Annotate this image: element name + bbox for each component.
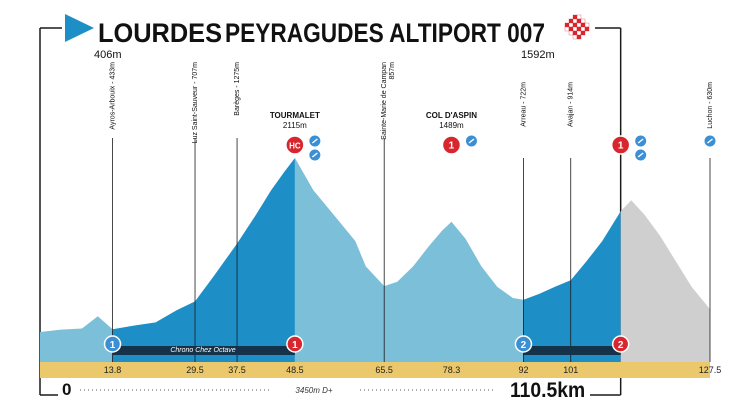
climb-name-1: COL D'ASPIN [426,111,477,120]
footer-total-distance: 110.5km [510,379,585,402]
waypoint-label-1: Luz Saint-Sauveur - 707m [192,62,199,143]
title-start: LOURDES [98,17,222,48]
climb-category-icon-1 [441,135,462,155]
waypoint-label-3: Sainte-Marie de Campan [381,62,388,140]
bottom-marker-1: 1 [286,335,304,353]
profile-dark-0 [112,158,295,362]
km-label-2: 37.5 [228,365,246,375]
km-label-7: 101 [563,365,578,375]
waypoint-label-5: Avajan - 914m [568,82,575,127]
km-label-3: 48.5 [286,365,304,375]
waypoint-label-0: Ayros-Arbouix - 433m [110,62,117,130]
climb-2: 1 [610,135,647,161]
climb-category-icon-2 [610,135,631,155]
footer-gain-bg [270,382,360,396]
luchon-bonus-icon [704,135,716,147]
km-label-8: 127.5 [699,365,722,375]
finish-altitude: 1592m [521,49,555,61]
profile-area [40,158,710,362]
waypoint-label-6: Luchon - 630m [707,82,714,129]
svg-text:1: 1 [110,340,116,351]
profile-after-finish [620,200,710,362]
profile-light-1 [294,158,524,362]
waypoint-label-2: Barèges - 1275m [234,62,241,116]
bottom-markers: 1 1 2 2 [103,335,630,353]
timed-segments [112,346,621,355]
timed-segment-0 [112,346,295,355]
profile-light-0 [40,316,113,362]
waypoint-label-4: Arreau - 722m [520,82,527,127]
start-altitude: 406m [94,49,122,61]
svg-text:2: 2 [521,340,527,351]
km-label-0: 13.8 [104,365,122,375]
title-arrow-icon [65,14,94,42]
profile-dark-1 [523,211,621,362]
climb-category-icon-0 [285,135,305,155]
footer-start-km: 0 [62,380,71,399]
finish-flag-icon [564,14,590,40]
climb-name-0: TOURMALET [270,111,320,120]
svg-text:1: 1 [292,340,298,351]
km-band: 13.8 29.5 37.5 48.5 65.5 78.3 92 101 127.5 [40,362,721,378]
title-finish: PEYRAGUDES ALTIPORT 007 [225,18,545,48]
sprint-label: Chrono Chez Octave [170,347,235,354]
km-band-bg [40,362,710,378]
footer-elevation-gain: 3450m D+ [295,386,332,395]
climb-altitude-0: 2115m [283,121,307,130]
timed-segment-1 [523,346,621,355]
waypoint-label2-3: 857m [389,62,396,80]
km-label-1: 29.5 [186,365,204,375]
bottom-marker-0: 1 [103,335,122,353]
km-label-4: 65.5 [375,365,393,375]
bottom-marker-3: 2 [611,335,630,353]
waypoints: Ayros-Arbouix - 433m Luz Saint-Sauveur - … [110,62,714,362]
climb-altitude-1: 1489m [439,121,464,130]
km-label-5: 78.3 [443,365,461,375]
bottom-marker-2: 2 [514,335,533,353]
km-label-6: 92 [518,365,528,375]
svg-text:1: 1 [618,141,624,152]
svg-text:1: 1 [449,141,455,152]
svg-text:2: 2 [618,340,624,351]
svg-text:HC: HC [289,142,301,151]
